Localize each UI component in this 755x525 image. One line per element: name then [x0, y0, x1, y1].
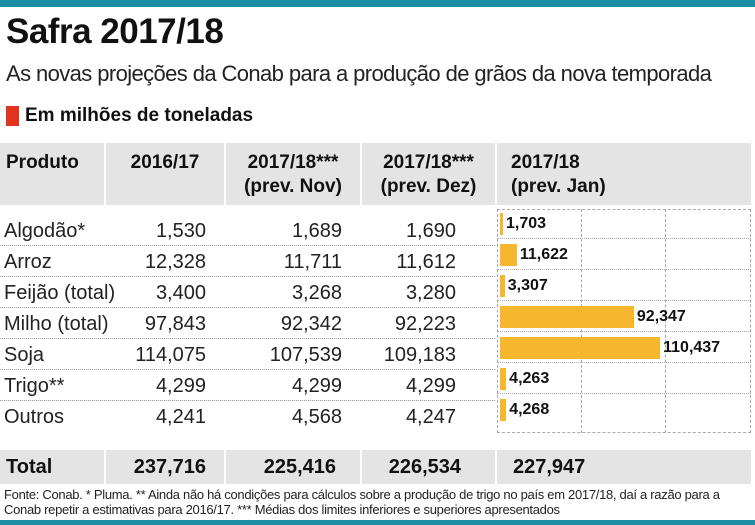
row-value-prev-dez: 3,280: [405, 282, 456, 304]
row-divider: [0, 245, 495, 246]
table-row: Trigo** 4,299 4,299 4,299: [0, 371, 495, 402]
row-value-prev-nov: 4,299: [291, 375, 342, 397]
chart-gridline-horizontal: [497, 362, 751, 363]
top-accent-rule: [0, 0, 755, 7]
header-prev-jan: 2017/18 (prev. Jan): [497, 143, 751, 205]
row-value-prev-nov: 107,539: [269, 344, 342, 366]
header-prev-nov-line1: 2017/18***: [247, 152, 339, 173]
chart-bar-label: 3,307: [507, 277, 548, 294]
total-row: Total 237,716 225,416 226,534 227,947: [0, 450, 755, 484]
chart-bar-label: 1,703: [506, 215, 547, 232]
chart-gridline-horizontal: [497, 238, 751, 239]
row-value-prev-nov: 4,568: [291, 406, 342, 428]
total-prev-jan: 227,947: [497, 450, 751, 484]
chart-bar: [500, 244, 517, 266]
row-value-prev-dez: 11,612: [396, 251, 456, 273]
row-value-prev-dez: 1,690: [405, 220, 456, 242]
header-prev-nov: 2017/18*** (prev. Nov): [226, 143, 360, 205]
header-prev-dez-line2: (prev. Dez): [380, 176, 477, 197]
row-divider: [0, 369, 495, 370]
table-header: Produto 2016/17 2017/18*** (prev. Nov) 2…: [0, 143, 755, 205]
total-label: Total: [0, 450, 104, 484]
chart-gridline-horizontal: [497, 393, 751, 394]
chart-bar-label: 110,437: [663, 339, 721, 356]
table-row: Arroz 12,328 11,711 11,612: [0, 247, 495, 278]
table-row: Soja 114,075 107,539 109,183: [0, 340, 495, 371]
header-prev-nov-line2: (prev. Nov): [244, 176, 342, 197]
source-footnote: Fonte: Conab. * Pluma. ** Ainda não há c…: [4, 487, 720, 517]
total-prev-dez: 226,534: [362, 450, 495, 484]
chart-bar-label: 4,263: [509, 370, 550, 387]
row-produto: Feijão (total): [4, 282, 116, 304]
header-produto: Produto: [0, 143, 104, 205]
bar-chart-prev-jan: 1,703 11,622 3,307 92,347 110,437 4,263 4,268: [497, 209, 751, 433]
row-value-prev-dez: 109,183: [383, 344, 456, 366]
row-value-prev-dez: 92,223: [394, 313, 456, 335]
total-2016: 237,716: [106, 450, 224, 484]
row-divider: [0, 400, 495, 401]
chart-frame: [497, 209, 751, 433]
chart-bar-label: 11,622: [519, 246, 568, 263]
header-prev-jan-line1: 2017/18: [511, 152, 580, 173]
chart-bar-label: 92,347: [636, 308, 686, 325]
row-value-2016: 97,843: [144, 313, 206, 335]
row-divider: [0, 307, 495, 308]
chart-bar: [500, 213, 503, 235]
header-2016: 2016/17: [106, 143, 224, 205]
row-value-prev-nov: 1,689: [291, 220, 342, 242]
row-divider: [0, 338, 495, 339]
row-value-prev-dez: 4,299: [405, 375, 456, 397]
row-value-prev-nov: 3,268: [291, 282, 342, 304]
row-value-prev-dez: 4,247: [405, 406, 456, 428]
row-value-2016: 12,328: [144, 251, 206, 273]
table-row: Outros 4,241 4,568 4,247: [0, 402, 495, 433]
row-divider: [0, 276, 495, 277]
header-produto-label: Produto: [6, 152, 79, 173]
chart-bar: [500, 337, 661, 359]
table-row: Milho (total) 97,843 92,342 92,223: [0, 309, 495, 340]
chart-gridline-horizontal: [497, 331, 751, 332]
header-2016-label: 2016/17: [130, 152, 200, 173]
row-value-2016: 1,530: [155, 220, 206, 242]
header-prev-jan-line2: (prev. Jan): [511, 176, 606, 197]
row-value-2016: 114,075: [135, 344, 206, 366]
row-value-2016: 4,299: [155, 375, 206, 397]
page-subtitle: As novas projeções da Conab para a produ…: [6, 61, 712, 86]
unit-label-row: Em milhões de toneladas: [6, 105, 253, 127]
table-row: Algodão* 1,530 1,689 1,690: [0, 216, 495, 247]
row-produto: Outros: [4, 406, 65, 428]
row-value-prev-nov: 11,711: [283, 251, 342, 273]
row-produto: Trigo**: [4, 375, 65, 397]
chart-gridline-vertical: [665, 209, 666, 433]
page-title: Safra 2017/18: [6, 12, 224, 51]
chart-bar: [500, 399, 507, 421]
row-value-2016: 3,400: [155, 282, 206, 304]
chart-bar: [500, 306, 634, 328]
unit-label: Em milhões de toneladas: [25, 105, 254, 126]
row-value-2016: 4,241: [155, 406, 206, 428]
unit-marker-icon: [6, 106, 19, 126]
bottom-accent-rule: [0, 520, 755, 525]
header-prev-dez: 2017/18*** (prev. Dez): [362, 143, 495, 205]
row-value-prev-nov: 92,342: [280, 313, 342, 335]
row-produto: Arroz: [4, 251, 52, 273]
row-produto: Soja: [4, 344, 45, 366]
total-prev-nov: 225,416: [226, 450, 360, 484]
row-produto: Algodão*: [4, 220, 86, 242]
row-produto: Milho (total): [4, 313, 109, 335]
chart-gridline-horizontal: [497, 300, 751, 301]
chart-bar: [500, 368, 507, 390]
chart-bar: [500, 275, 505, 297]
header-prev-dez-line1: 2017/18***: [383, 152, 474, 173]
table-row: Feijão (total) 3,400 3,268 3,280: [0, 278, 495, 309]
chart-bar-label: 4,268: [509, 401, 550, 418]
chart-gridline-horizontal: [497, 269, 751, 270]
